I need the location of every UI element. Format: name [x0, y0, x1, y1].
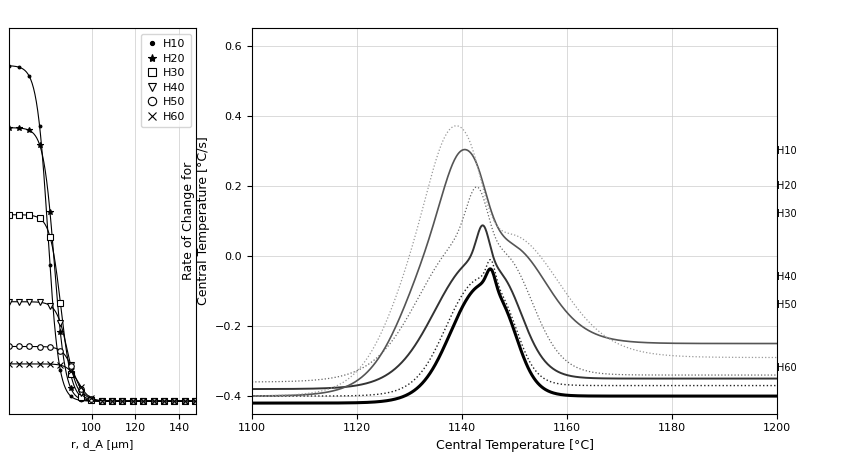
Legend: H10, H20, H30, H40, H50, H60: H10, H20, H30, H40, H50, H60	[141, 34, 190, 127]
X-axis label: Central Temperature [°C]: Central Temperature [°C]	[435, 439, 593, 452]
Text: H40: H40	[776, 272, 796, 282]
Text: H50: H50	[776, 300, 796, 310]
Text: H30: H30	[776, 209, 796, 219]
Text: H60: H60	[776, 363, 796, 373]
Text: H10: H10	[776, 146, 796, 156]
X-axis label: r, d_A [μm]: r, d_A [μm]	[71, 439, 134, 450]
Y-axis label: Rate of Change for
Central Temperature [°C/s]: Rate of Change for Central Temperature […	[182, 136, 209, 306]
Text: H20: H20	[776, 181, 796, 191]
